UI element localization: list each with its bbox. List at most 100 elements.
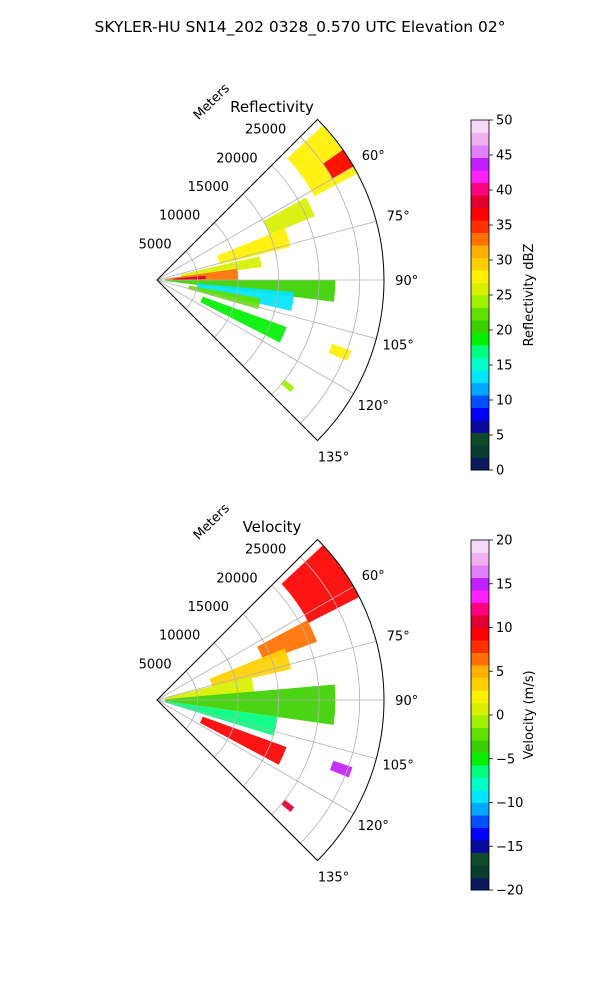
azimuth-tick-label: 90° xyxy=(395,694,418,709)
velocity-ticks: 5000 10000 15000 20000 25000 60° 75° 90° 105° 120… xyxy=(139,543,419,886)
azimuth-spoke-4 xyxy=(156,699,354,814)
colorbar-segment xyxy=(471,715,489,728)
range-tick-label: 5000 xyxy=(139,657,172,672)
colorbar-segment xyxy=(471,245,489,258)
range-tick-label: 25000 xyxy=(245,123,286,138)
range-tick-label: 10000 xyxy=(159,209,200,224)
echo-cell-5 xyxy=(165,268,239,280)
colorbar-segment xyxy=(471,370,489,383)
colorbar-segment xyxy=(471,690,489,703)
echo-cell-6 xyxy=(199,716,287,765)
echo-cell-3 xyxy=(217,228,291,265)
colorbar-tick-label: 10 xyxy=(496,394,513,409)
colorbar-segment xyxy=(471,182,489,196)
velocity-title: Velocity xyxy=(243,518,302,536)
sector-frame xyxy=(156,118,385,442)
colorbar-segment xyxy=(471,382,489,396)
range-tick-label: 25000 xyxy=(245,543,286,558)
range-tick-label: 10000 xyxy=(159,629,200,644)
azimuth-tick-label: 135° xyxy=(318,451,349,466)
colorbar-segment xyxy=(471,132,489,146)
colorbar-segment xyxy=(471,877,489,891)
colorbar-segment xyxy=(471,170,489,183)
colorbar-segment xyxy=(471,602,489,616)
colorbar-segment xyxy=(471,552,489,566)
colorbar-segment xyxy=(471,790,489,803)
colorbar-segment xyxy=(471,652,489,666)
colorbar-segment xyxy=(471,257,489,271)
colorbar-segment xyxy=(471,727,489,741)
colorbar-segment xyxy=(471,407,489,421)
colorbar-segment xyxy=(471,357,489,371)
colorbar-tick-label: 10 xyxy=(496,621,513,636)
colorbar-segment xyxy=(471,815,489,828)
range-tick-label: 20000 xyxy=(216,571,257,586)
colorbar-tick-label: 0 xyxy=(496,464,504,479)
colorbar-segment xyxy=(471,445,489,458)
figure-title: SKYLER-HU SN14_202 0328_0.570 UTC Elevat… xyxy=(95,18,506,37)
echo-cell-12 xyxy=(281,379,295,393)
azimuth-spoke-1 xyxy=(156,220,377,281)
azimuth-tick-label: 90° xyxy=(395,274,418,289)
reflectivity-echo-layer xyxy=(165,125,358,393)
colorbar-segment xyxy=(471,270,489,283)
colorbar-segment xyxy=(471,740,489,753)
colorbar-tick-label: 15 xyxy=(496,577,513,592)
colorbar-segment xyxy=(471,752,489,766)
colorbar-segment xyxy=(471,852,489,866)
colorbar-segment xyxy=(471,395,489,408)
colorbar-segment xyxy=(471,282,489,296)
azimuth-tick-label: 120° xyxy=(358,819,389,834)
echo-cell-1 xyxy=(323,149,354,179)
echo-cell-4 xyxy=(165,684,336,725)
echo-cell-4 xyxy=(180,256,262,278)
azimuth-tick-label: 75° xyxy=(387,629,410,644)
colorbar-segment xyxy=(471,120,489,133)
reflectivity-colorbar-label: Reflectivity dBZ xyxy=(522,244,537,347)
colorbar-segment xyxy=(471,295,489,308)
azimuth-tick-label: 135° xyxy=(318,871,349,886)
reflectivity-panel: Reflectivity 5000 10000 15000 20000 25000 60°… xyxy=(139,81,537,478)
colorbar-segment xyxy=(471,777,489,791)
echo-cell-11 xyxy=(328,343,352,361)
azimuth-spoke-0 xyxy=(156,166,354,281)
colorbar-segment xyxy=(471,827,489,841)
echo-cell-10 xyxy=(200,296,287,343)
velocity-colorbar-label: Velocity (m/s) xyxy=(522,670,537,759)
sector-frame xyxy=(156,538,385,862)
echo-cell-0 xyxy=(281,545,360,623)
colorbar-tick-label: 25 xyxy=(496,289,513,304)
colorbar-segment xyxy=(471,232,489,246)
azimuth-tick-label: 120° xyxy=(358,399,389,414)
colorbar-segment xyxy=(471,565,489,578)
azimuth-spoke-3 xyxy=(156,699,377,760)
colorbar-segment xyxy=(471,432,489,446)
azimuth-spoke-3 xyxy=(156,279,377,340)
colorbar-segment xyxy=(471,540,489,553)
echo-cell-2 xyxy=(263,197,315,235)
colorbar-segment xyxy=(471,457,489,471)
echo-cell-7 xyxy=(329,760,353,778)
colorbar-segment xyxy=(471,577,489,591)
azimuth-tick-label: 105° xyxy=(383,759,414,774)
colorbar-segment xyxy=(471,865,489,878)
velocity-panel: Velocity 5000 10000 15000 20000 25000 60° 75° 9… xyxy=(139,501,537,898)
colorbar-segment xyxy=(471,332,489,346)
reflectivity-grid xyxy=(156,118,385,442)
colorbar-tick-label: 5 xyxy=(496,429,504,444)
colorbar-segment xyxy=(471,220,489,233)
colorbar-segment xyxy=(471,320,489,333)
reflectivity-ticks: 5000 10000 15000 20000 25000 60° 75° 90° 105° 120… xyxy=(139,123,419,466)
reflectivity-radial-label: Meters xyxy=(191,81,233,123)
colorbar-tick-label: −10 xyxy=(496,796,523,811)
colorbar-tick-label: 40 xyxy=(496,184,513,199)
colorbar-segment xyxy=(471,145,489,158)
velocity-colorbar: −20 −15 −10 −5 0 5 10 15 20 xyxy=(470,534,523,899)
colorbar-segment xyxy=(471,640,489,653)
azimuth-tick-label: 75° xyxy=(387,209,410,224)
range-tick-label: 15000 xyxy=(188,600,229,615)
colorbar-segment xyxy=(471,702,489,716)
echo-cell-8 xyxy=(281,799,295,813)
azimuth-spoke-1 xyxy=(156,640,377,701)
